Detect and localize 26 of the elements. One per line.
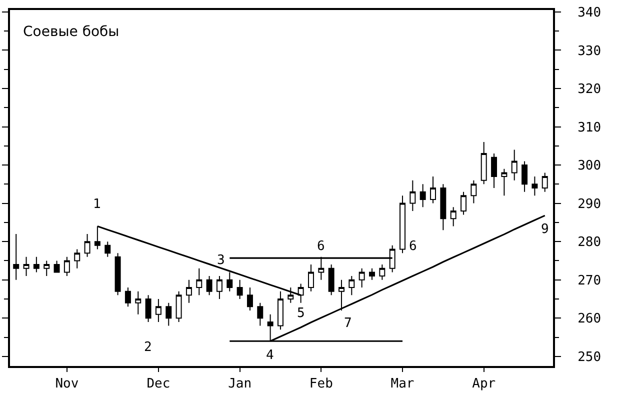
x-tick-label: Mar xyxy=(390,376,414,392)
x-tick-label: Dec xyxy=(146,376,170,392)
annotation: 9 xyxy=(541,222,549,237)
y-tick-label: 320 xyxy=(578,82,602,98)
annotation: 1 xyxy=(93,197,101,212)
annotation: 6 xyxy=(317,239,325,254)
annotation: 4 xyxy=(266,348,274,363)
x-tick-label: Nov xyxy=(55,376,79,392)
y-tick-label: 340 xyxy=(578,5,602,20)
y-tick-label: 310 xyxy=(578,120,602,136)
y-tick-label: 290 xyxy=(578,196,602,212)
annotation: 3 xyxy=(217,253,225,268)
y-tick-label: 260 xyxy=(578,312,602,327)
y-tick-label: 300 xyxy=(578,158,602,174)
y-tick-label: 250 xyxy=(578,350,602,365)
x-tick-label: Apr xyxy=(472,376,496,392)
annotation: 6 xyxy=(409,239,417,254)
y-tick-label: 270 xyxy=(578,273,602,288)
x-tick-label: Feb xyxy=(309,376,334,392)
text: Соевые бобы xyxy=(23,24,120,40)
annotation: 7 xyxy=(344,316,352,331)
y-tick-label: 280 xyxy=(578,235,602,250)
annotation: 5 xyxy=(297,306,305,321)
annotation: 2 xyxy=(144,340,152,355)
x-tick-label: Jan xyxy=(228,376,252,392)
y-tick-label: 330 xyxy=(578,44,602,59)
